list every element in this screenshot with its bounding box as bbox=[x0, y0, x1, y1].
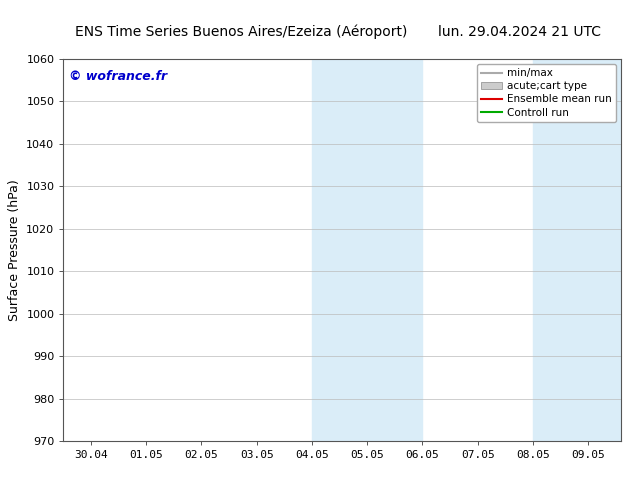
Text: lun. 29.04.2024 21 UTC: lun. 29.04.2024 21 UTC bbox=[438, 24, 602, 39]
Legend: min/max, acute;cart type, Ensemble mean run, Controll run: min/max, acute;cart type, Ensemble mean … bbox=[477, 64, 616, 122]
Y-axis label: Surface Pressure (hPa): Surface Pressure (hPa) bbox=[8, 179, 21, 321]
Bar bbox=[533, 59, 588, 441]
Text: © wofrance.fr: © wofrance.fr bbox=[69, 70, 167, 83]
Bar bbox=[588, 59, 621, 441]
Text: ENS Time Series Buenos Aires/Ezeiza (Aéroport): ENS Time Series Buenos Aires/Ezeiza (Aér… bbox=[75, 24, 407, 39]
Bar bbox=[312, 59, 367, 441]
Bar bbox=[367, 59, 422, 441]
